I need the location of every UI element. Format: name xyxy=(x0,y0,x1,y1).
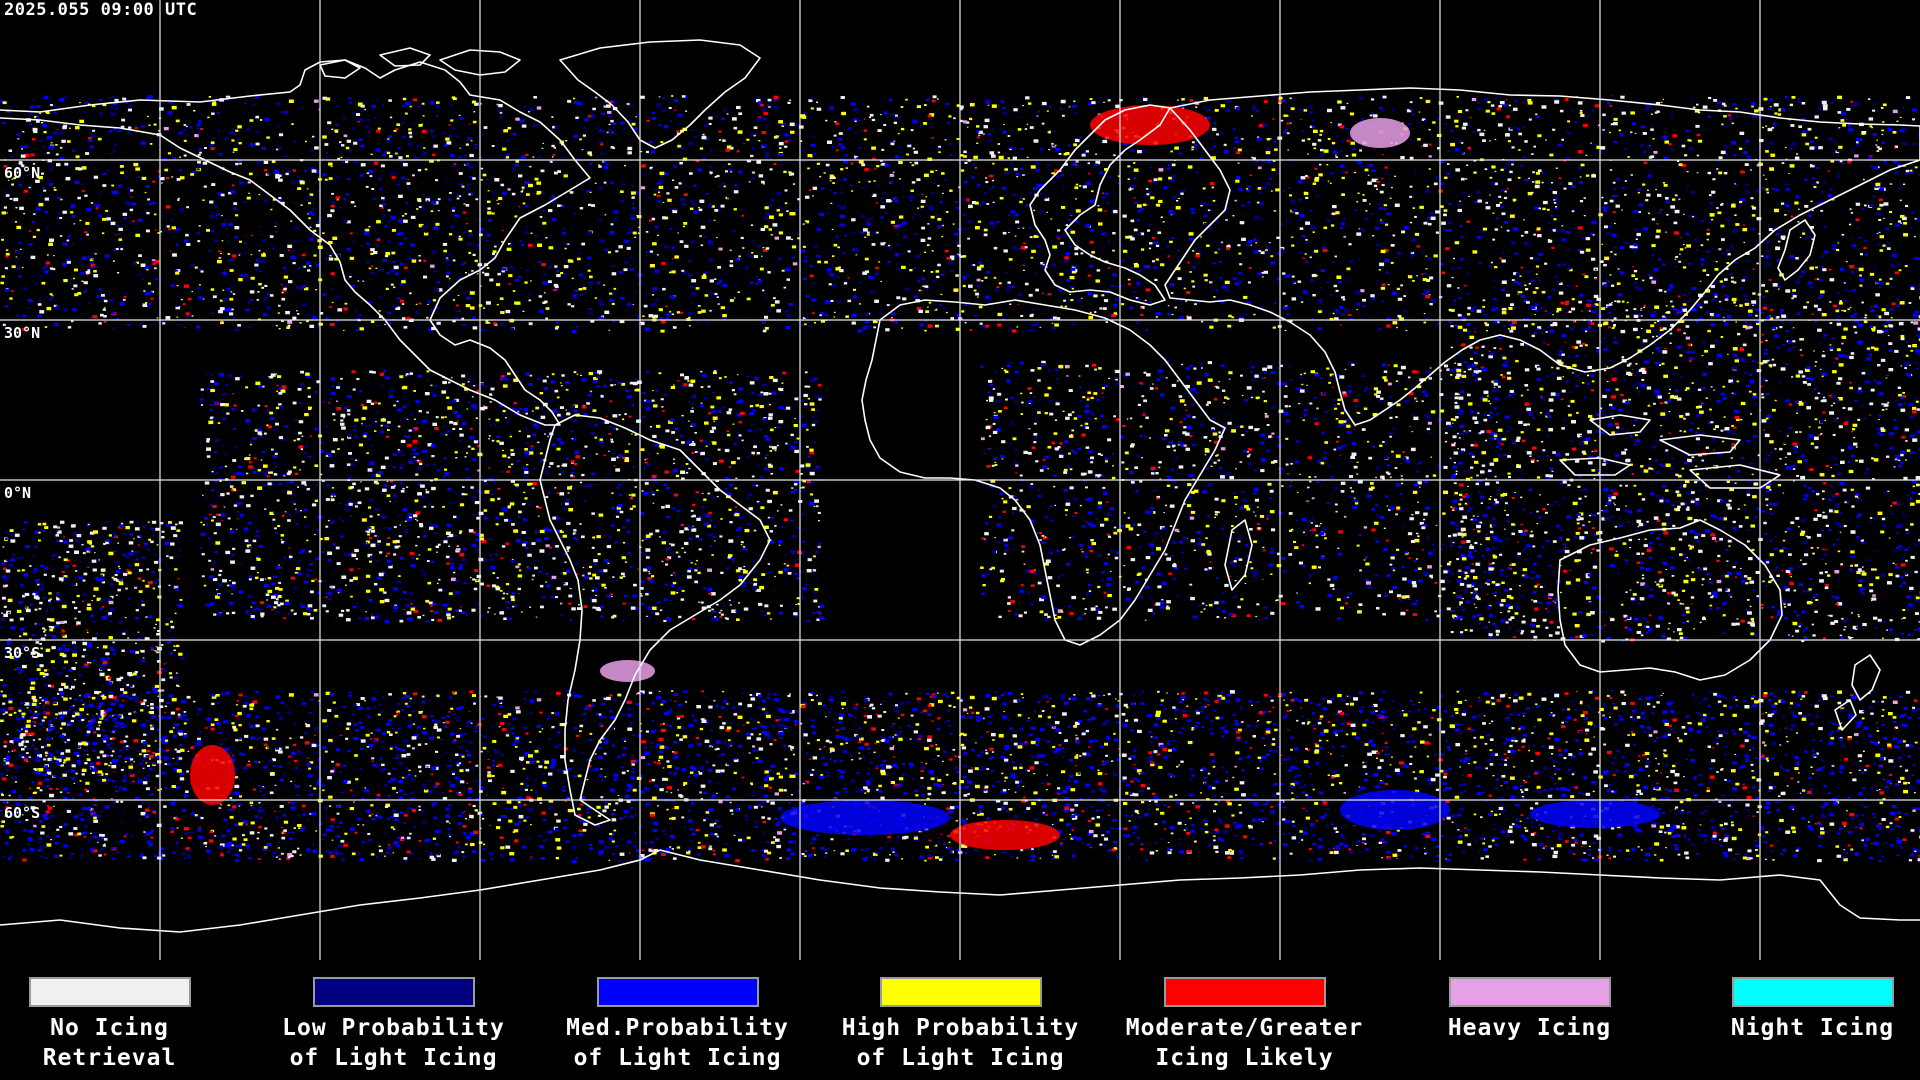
legend-label-med-probability: Med.Probability of Light Icing xyxy=(535,1013,820,1073)
coastline-europe xyxy=(1029,104,1171,306)
legend-label-line1: Night Icing xyxy=(1730,1015,1895,1041)
lat-label-30n: 30°N xyxy=(4,324,41,342)
legend-item-med-probability: Med.Probability of Light Icing xyxy=(535,977,820,1073)
coastline-japan xyxy=(1777,219,1816,281)
legend-label-no-icing: No Icing Retrieval xyxy=(0,1013,252,1073)
lat-label-60n: 60°N xyxy=(4,164,41,182)
lat-label-30s: 30°S xyxy=(4,644,41,662)
legend-item-low-probability: Low Probability of Light Icing xyxy=(251,977,536,1073)
coastline-africa xyxy=(861,299,1226,646)
swatch-heavy-icing xyxy=(1448,977,1611,1007)
coastline-asia xyxy=(1164,87,1920,426)
map-canvas xyxy=(0,0,1920,960)
legend-label-line1: No Icing xyxy=(50,1015,169,1041)
coastline-se-asia-islands xyxy=(1559,414,1781,489)
legend-item-high-probability: High Probability of Light Icing xyxy=(818,977,1103,1073)
legend-item-moderate-greater: Moderate/Greater Icing Likely xyxy=(1102,977,1387,1073)
icing-map xyxy=(0,0,1920,960)
swatch-night-icing xyxy=(1731,977,1894,1007)
legend-label-line1: Moderate/Greater xyxy=(1125,1015,1364,1041)
coastline-greenland xyxy=(559,39,761,149)
legend-label-line1: Low Probability xyxy=(282,1015,505,1041)
legend-label-line1: Heavy Icing xyxy=(1447,1015,1612,1041)
legend-label-moderate-greater: Moderate/Greater Icing Likely xyxy=(1102,1013,1387,1073)
legend-label-line2: of Light Icing xyxy=(289,1045,498,1071)
legend-label-line2: Retrieval xyxy=(42,1045,177,1071)
legend-label-heavy-icing: Heavy Icing xyxy=(1387,1013,1672,1043)
swatch-med-probability xyxy=(596,977,759,1007)
coastline-north-america xyxy=(0,59,591,426)
swatch-low-probability xyxy=(312,977,475,1007)
legend-label-line1: High Probability xyxy=(841,1015,1080,1041)
swatch-moderate-greater xyxy=(1163,977,1326,1007)
coastlines xyxy=(0,39,1920,933)
legend-label-line2: Icing Likely xyxy=(1155,1045,1334,1071)
lat-lon-grid xyxy=(0,0,1920,960)
coastline-antarctica xyxy=(0,849,1920,933)
legend-item-no-icing: No Icing Retrieval xyxy=(0,977,252,1073)
legend: No Icing Retrieval Low Probability of Li… xyxy=(0,960,1920,1080)
legend-label-line1: Med.Probability xyxy=(566,1015,789,1041)
coastline-madagascar xyxy=(1224,519,1253,591)
swatch-high-probability xyxy=(879,977,1042,1007)
legend-label-night-icing: Night Icing xyxy=(1670,1013,1920,1043)
coastline-new-zealand xyxy=(1834,654,1881,731)
legend-label-low-probability: Low Probability of Light Icing xyxy=(251,1013,536,1073)
coastline-south-america xyxy=(539,414,771,826)
lat-label-60s: 60°S xyxy=(4,804,41,822)
swatch-no-icing xyxy=(28,977,191,1007)
legend-label-line2: of Light Icing xyxy=(856,1045,1065,1071)
coastline-arctic-islands xyxy=(319,47,521,79)
legend-item-night-icing: Night Icing xyxy=(1670,977,1920,1043)
legend-label-high-probability: High Probability of Light Icing xyxy=(818,1013,1103,1073)
legend-label-line2: of Light Icing xyxy=(573,1045,782,1071)
icing-data-layer xyxy=(0,95,1920,864)
lat-label-0n: 0°N xyxy=(4,484,32,502)
legend-item-heavy-icing: Heavy Icing xyxy=(1387,977,1672,1043)
timestamp: 2025.055 09:00 UTC xyxy=(4,0,198,20)
